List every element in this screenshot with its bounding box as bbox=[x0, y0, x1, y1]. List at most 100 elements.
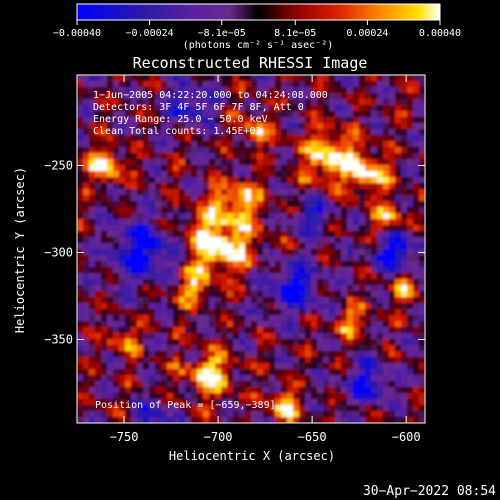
heatmap-cell bbox=[101, 117, 108, 124]
heatmap-cell bbox=[389, 195, 396, 202]
heatmap-cell bbox=[323, 243, 330, 250]
heatmap-cell bbox=[149, 363, 156, 370]
heatmap-cell bbox=[149, 375, 156, 382]
heatmap-cell bbox=[257, 405, 264, 412]
x-axis-ticks: −750 −700 −650 −600 bbox=[110, 75, 421, 444]
heatmap-cell bbox=[263, 351, 270, 358]
heatmap-cell bbox=[239, 381, 246, 388]
heatmap-cell bbox=[185, 351, 192, 358]
heatmap-cell bbox=[275, 249, 282, 256]
heatmap-cell bbox=[131, 93, 138, 100]
heatmap-cell bbox=[173, 375, 180, 382]
heatmap-cell bbox=[299, 159, 306, 166]
heatmap-cell bbox=[203, 171, 210, 178]
heatmap-cell bbox=[395, 321, 402, 328]
heatmap-cell bbox=[101, 267, 108, 274]
heatmap-cell bbox=[275, 351, 282, 358]
heatmap-cell bbox=[173, 339, 180, 346]
heatmap-cell bbox=[95, 117, 102, 124]
heatmap-cell bbox=[335, 363, 342, 370]
heatmap-cell bbox=[215, 279, 222, 286]
heatmap-cell bbox=[263, 297, 270, 304]
heatmap-cell bbox=[239, 285, 246, 292]
heatmap-cell bbox=[203, 87, 210, 94]
heatmap-cell bbox=[401, 285, 408, 292]
heatmap-cell bbox=[107, 243, 114, 250]
heatmap-cell bbox=[407, 393, 414, 400]
heatmap-cell bbox=[233, 141, 240, 148]
heatmap-cell bbox=[161, 333, 168, 340]
heatmap-cell bbox=[389, 87, 396, 94]
heatmap-cell bbox=[413, 351, 420, 358]
heatmap-cell bbox=[149, 387, 156, 394]
heatmap-cell bbox=[89, 309, 96, 316]
heatmap-cell bbox=[419, 105, 425, 112]
heatmap-cell bbox=[353, 135, 360, 142]
heatmap-cell bbox=[329, 255, 336, 262]
heatmap-cell bbox=[257, 123, 264, 130]
heatmap-cell bbox=[107, 111, 114, 118]
heatmap-cell bbox=[263, 315, 270, 322]
heatmap-cell bbox=[89, 399, 96, 406]
heatmap-cell bbox=[137, 267, 144, 274]
heatmap-cell bbox=[167, 261, 174, 268]
heatmap-cell bbox=[155, 165, 162, 172]
heatmap-cell bbox=[119, 249, 126, 256]
heatmap-cell bbox=[377, 141, 384, 148]
heatmap-cell bbox=[377, 237, 384, 244]
heatmap-cell bbox=[83, 147, 90, 154]
heatmap-cell bbox=[233, 387, 240, 394]
heatmap-cell bbox=[101, 99, 108, 106]
heatmap-cell bbox=[119, 381, 126, 388]
heatmap-cell bbox=[293, 333, 300, 340]
heatmap-cell bbox=[287, 129, 294, 136]
heatmap-cell bbox=[227, 381, 234, 388]
heatmap-cell bbox=[359, 183, 366, 190]
heatmap-cell bbox=[119, 333, 126, 340]
heatmap-cell bbox=[89, 195, 96, 202]
heatmap-cell bbox=[281, 351, 288, 358]
heatmap-cell bbox=[215, 159, 222, 166]
heatmap-cell bbox=[311, 261, 318, 268]
heatmap-cell bbox=[389, 399, 396, 406]
heatmap-cell bbox=[353, 315, 360, 322]
heatmap-cell bbox=[197, 357, 204, 364]
heatmap-cell bbox=[161, 87, 168, 94]
heatmap-cell bbox=[401, 123, 408, 130]
heatmap-cell bbox=[251, 297, 258, 304]
heatmap-cell bbox=[335, 381, 342, 388]
heatmap-cell bbox=[389, 273, 396, 280]
heatmap-cell bbox=[107, 153, 114, 160]
heatmap-cell bbox=[305, 387, 312, 394]
heatmap-cell bbox=[311, 309, 318, 316]
heatmap-cell bbox=[323, 123, 330, 130]
heatmap-cell bbox=[125, 123, 132, 130]
heatmap-cell bbox=[155, 339, 162, 346]
heatmap-cell bbox=[77, 297, 84, 304]
heatmap-cell bbox=[119, 255, 126, 262]
heatmap-cell bbox=[269, 387, 276, 394]
heatmap-cell bbox=[287, 417, 294, 423]
heatmap-cell bbox=[185, 315, 192, 322]
heatmap-cell bbox=[221, 219, 228, 226]
heatmap-cell bbox=[209, 267, 216, 274]
heatmap-cell bbox=[215, 171, 222, 178]
colorbar-tick-label: 0.00040 bbox=[419, 28, 461, 39]
heatmap-cell bbox=[125, 141, 132, 148]
heatmap-cell bbox=[317, 369, 324, 376]
heatmap-cell bbox=[113, 297, 120, 304]
heatmap-cell bbox=[413, 141, 420, 148]
heatmap-cell bbox=[101, 111, 108, 118]
heatmap-cell bbox=[401, 243, 408, 250]
heatmap-cell bbox=[89, 135, 96, 142]
heatmap-cell bbox=[395, 315, 402, 322]
heatmap-cell bbox=[95, 381, 102, 388]
heatmap-cell bbox=[137, 129, 144, 136]
heatmap-cells bbox=[77, 75, 425, 423]
heatmap-cell bbox=[101, 285, 108, 292]
heatmap-cell bbox=[257, 159, 264, 166]
heatmap-cell bbox=[287, 87, 294, 94]
heatmap-cell bbox=[149, 327, 156, 334]
heatmap-cell bbox=[221, 399, 228, 406]
heatmap-cell bbox=[401, 417, 408, 423]
